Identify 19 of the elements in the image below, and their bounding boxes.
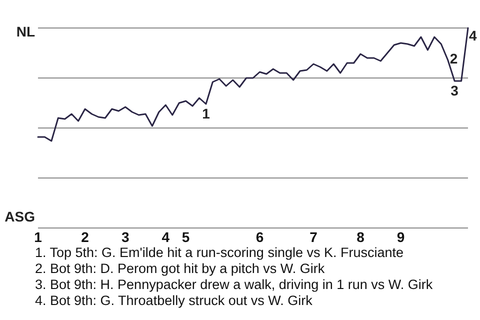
- text: 4. Bot 9th: G. Throatbelly struck out vs W. Girk: [35, 293, 313, 308]
- x-tick-label: 7: [310, 228, 318, 245]
- text: ASG: [4, 208, 36, 225]
- x-tick-label: 6: [256, 228, 264, 245]
- annotation: 4: [469, 28, 477, 44]
- x-tick-label: 8: [356, 228, 365, 245]
- x-tick-label: 3: [121, 228, 130, 245]
- x-tick-label: 5: [182, 228, 190, 245]
- x-tick-label: 2: [81, 228, 90, 245]
- annotation: 2: [450, 50, 458, 67]
- text: NL: [16, 24, 36, 40]
- text: 1. Top 5th: G. Em'ilde hit a run-scoring single vs K. Frusciante: [35, 245, 404, 260]
- x-tick-label: 1: [34, 228, 42, 245]
- x-tick-label: 9: [396, 228, 405, 245]
- x-tick-label: 4: [162, 228, 170, 245]
- annotation: 1: [202, 106, 210, 122]
- text: 2. Bot 9th: D. Perom got hit by a pitch vs W. Girk: [35, 261, 325, 276]
- annotation: 3: [450, 82, 459, 99]
- text: 3. Bot 9th: H. Pennypacker drew a walk, driving in 1 run vs W. Girk: [35, 277, 433, 292]
